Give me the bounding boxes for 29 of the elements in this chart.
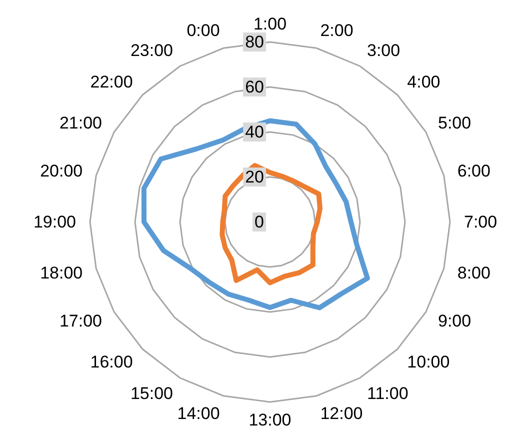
y-tick-label: 0 (254, 212, 264, 232)
spoke-label: 1:00 (253, 14, 287, 34)
spoke-label: 3:00 (367, 41, 400, 60)
spoke-label: 6:00 (457, 161, 490, 180)
spoke-label: 18:00 (40, 264, 83, 283)
spoke-label: 4:00 (407, 72, 440, 92)
spoke-label: 5:00 (438, 114, 472, 132)
y-tick-label: 40 (245, 122, 264, 142)
spoke-label: 17:00 (59, 312, 102, 330)
spoke-label: 8:00 (457, 264, 490, 283)
spoke-label: 22:00 (90, 72, 133, 92)
spoke-label: 13:00 (248, 410, 292, 430)
spoke-label: 19:00 (33, 212, 76, 232)
y-tick-label: 60 (245, 78, 264, 96)
spoke-label: 11:00 (367, 384, 408, 403)
spoke-label: 2:00 (320, 21, 354, 40)
y-tick-label: 20 (245, 168, 264, 186)
y-tick-label: 80 (245, 32, 264, 52)
spoke-label: 10:00 (407, 352, 450, 372)
spoke-label: 12:00 (320, 404, 363, 423)
spoke-label: 14:00 (177, 404, 220, 423)
spoke-label: 20:00 (40, 161, 83, 180)
spoke-label: 7:00 (464, 212, 498, 232)
spoke-label: 16:00 (90, 352, 133, 372)
spoke-label: 21:00 (59, 114, 102, 132)
spoke-label: 23:00 (130, 41, 173, 60)
spoke-label: 15:00 (130, 384, 173, 403)
spoke-label: 9:00 (438, 312, 472, 330)
spoke-label: 0:00 (186, 21, 220, 40)
